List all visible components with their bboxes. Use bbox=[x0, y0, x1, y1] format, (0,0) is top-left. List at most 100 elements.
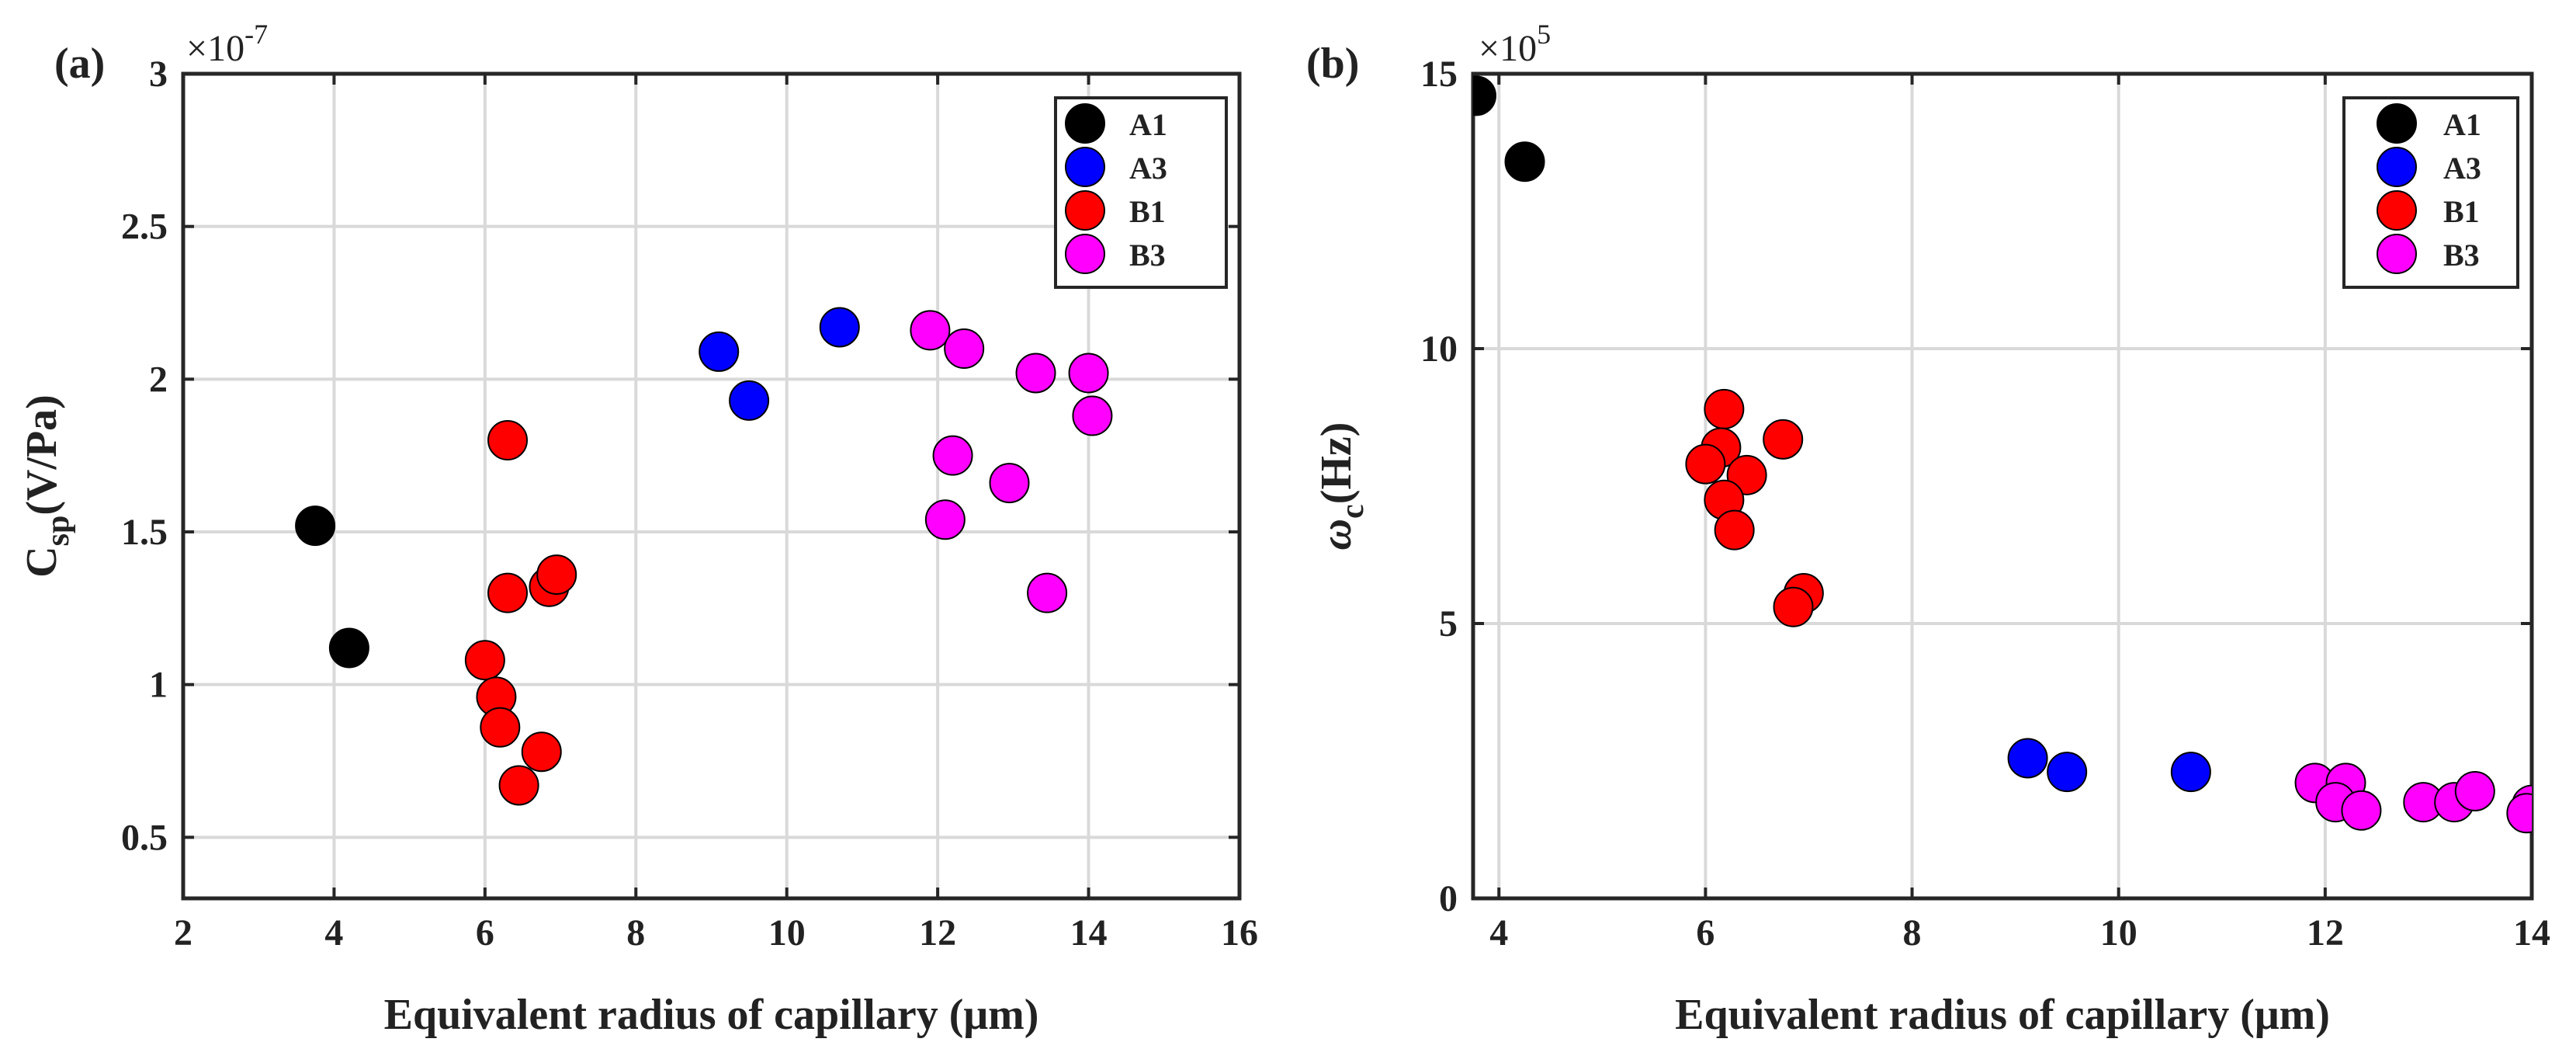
axes-box bbox=[1471, 71, 2534, 901]
y-tick-label: 5 bbox=[1439, 603, 1458, 644]
x-tick-label: 14 bbox=[2513, 912, 2550, 954]
y-tick-label: 10 bbox=[1420, 328, 1458, 370]
legend-marker-b1 bbox=[1065, 190, 1105, 231]
y-label-unit: (Hz) bbox=[1312, 422, 1361, 505]
legend-label-b3: B3 bbox=[2443, 238, 2480, 273]
y-tick-label: 0.5 bbox=[121, 817, 168, 858]
x-tick-label: 8 bbox=[626, 912, 645, 954]
y-tick-label: 3 bbox=[149, 54, 168, 95]
data-points bbox=[295, 307, 1113, 806]
legend-marker-a3 bbox=[1065, 147, 1105, 187]
data-point-a1 bbox=[295, 505, 336, 547]
data-point-b3 bbox=[1027, 572, 1068, 613]
data-point-a3 bbox=[2047, 752, 2088, 793]
chart-panel-a: 2 4 6 8 10 12 14 16 0.5 1 1.5 2 2.5 3 ×10-7 (a) Equivale… bbox=[18, 19, 1258, 1039]
legend-marker-a1 bbox=[1065, 103, 1105, 144]
data-point-a3 bbox=[819, 307, 860, 348]
data-point-a1 bbox=[1504, 141, 1545, 182]
data-point-b1 bbox=[1704, 388, 1745, 429]
legend-label-b3: B3 bbox=[1129, 238, 1166, 273]
data-point-b3 bbox=[1015, 353, 1056, 394]
data-point-a1 bbox=[328, 627, 369, 669]
y-label-sub: c bbox=[1335, 504, 1371, 519]
x-tick-label: 8 bbox=[1903, 912, 1922, 954]
exponent-base: ×10 bbox=[186, 28, 244, 69]
x-tick-label: 2 bbox=[174, 912, 192, 954]
x-tick-label: 12 bbox=[2307, 912, 2344, 954]
legend: A1 A3 B1 B3 bbox=[2342, 96, 2519, 289]
x-tick-label: 16 bbox=[1221, 912, 1258, 954]
legend-label-b1: B1 bbox=[1129, 194, 1166, 229]
panel-label: (a) bbox=[54, 40, 105, 88]
x-tick-label: 10 bbox=[768, 912, 806, 954]
data-point-b3 bbox=[932, 435, 973, 476]
data-point-a3 bbox=[2007, 738, 2048, 779]
x-tick-label: 12 bbox=[919, 912, 956, 954]
x-tick-label: 4 bbox=[324, 912, 343, 954]
x-axis-label: Equivalent radius of capillary (μm) bbox=[384, 991, 1039, 1039]
legend-label-a1: A1 bbox=[1129, 107, 1167, 142]
exponent-base: ×10 bbox=[1479, 28, 1537, 69]
y-tick-label: 1 bbox=[149, 665, 168, 706]
data-point-b3 bbox=[2341, 790, 2382, 831]
x-tick-label: 14 bbox=[1070, 912, 1108, 954]
data-point-b1 bbox=[480, 707, 521, 748]
data-point-b1 bbox=[1773, 586, 1814, 627]
data-point-b3 bbox=[2454, 770, 2495, 811]
data-point-b1 bbox=[1685, 443, 1726, 485]
y-axis-label: ωc(Hz) bbox=[1312, 422, 1371, 551]
y-label-main: C bbox=[18, 546, 66, 577]
data-point-b1 bbox=[498, 765, 539, 806]
legend-label-b1: B1 bbox=[2443, 194, 2480, 229]
data-point-b1 bbox=[487, 572, 529, 613]
legend-box bbox=[2342, 96, 2519, 289]
panel-label: (b) bbox=[1306, 40, 1359, 88]
data-point-b1 bbox=[1714, 509, 1755, 551]
data-point-a3 bbox=[699, 331, 740, 372]
x-tick-label: 6 bbox=[476, 912, 494, 954]
legend: A1 A3 B1 B3 bbox=[1054, 96, 1228, 289]
legend-marker-b3 bbox=[1065, 234, 1105, 274]
legend-marker-a1 bbox=[2377, 103, 2417, 144]
data-point-b3 bbox=[2506, 793, 2532, 834]
x-tick-label: 4 bbox=[1489, 912, 1508, 954]
data-point-b1 bbox=[536, 554, 577, 596]
x-tick-label: 6 bbox=[1696, 912, 1714, 954]
axes-box bbox=[181, 71, 1242, 901]
legend-label-a3: A3 bbox=[2443, 151, 2481, 186]
data-point-b3 bbox=[1068, 353, 1109, 394]
data-point-a1 bbox=[1473, 75, 1496, 116]
legend-marker-b3 bbox=[2377, 234, 2417, 274]
exponent-power: 5 bbox=[1537, 19, 1551, 50]
data-point-a3 bbox=[2170, 752, 2211, 793]
y-exponent-label: ×105 bbox=[1479, 19, 1551, 69]
data-point-b3 bbox=[944, 328, 985, 369]
y-label-sub: sp bbox=[40, 516, 76, 547]
y-tick-label: 15 bbox=[1420, 54, 1458, 95]
data-point-b1 bbox=[1763, 419, 1804, 460]
data-point-b3 bbox=[1072, 395, 1113, 436]
data-points bbox=[1473, 75, 2532, 834]
y-exponent-label: ×10-7 bbox=[186, 19, 268, 69]
x-tick-label: 10 bbox=[2100, 912, 2137, 954]
legend-marker-b1 bbox=[2377, 190, 2417, 231]
y-label-main: ω bbox=[1312, 519, 1361, 551]
y-axis-label: Csp(V/Pa) bbox=[18, 394, 76, 578]
y-tick-label: 0 bbox=[1439, 878, 1458, 919]
data-point-b3 bbox=[989, 463, 1030, 504]
x-axis-label: Equivalent radius of capillary (μm) bbox=[1675, 991, 2330, 1039]
legend-label-a1: A1 bbox=[2443, 107, 2481, 142]
exponent-power: -7 bbox=[244, 19, 268, 50]
y-tick-label: 1.5 bbox=[121, 512, 168, 553]
y-tick-label: 2 bbox=[149, 359, 168, 400]
legend-label-a3: A3 bbox=[1129, 151, 1167, 186]
y-label-unit: (V/Pa) bbox=[18, 394, 66, 516]
data-point-b1 bbox=[464, 640, 505, 681]
data-point-b3 bbox=[924, 499, 966, 540]
data-point-a3 bbox=[729, 380, 770, 421]
data-point-b3 bbox=[910, 310, 951, 351]
legend-marker-a3 bbox=[2377, 147, 2417, 187]
data-point-b1 bbox=[487, 420, 529, 460]
